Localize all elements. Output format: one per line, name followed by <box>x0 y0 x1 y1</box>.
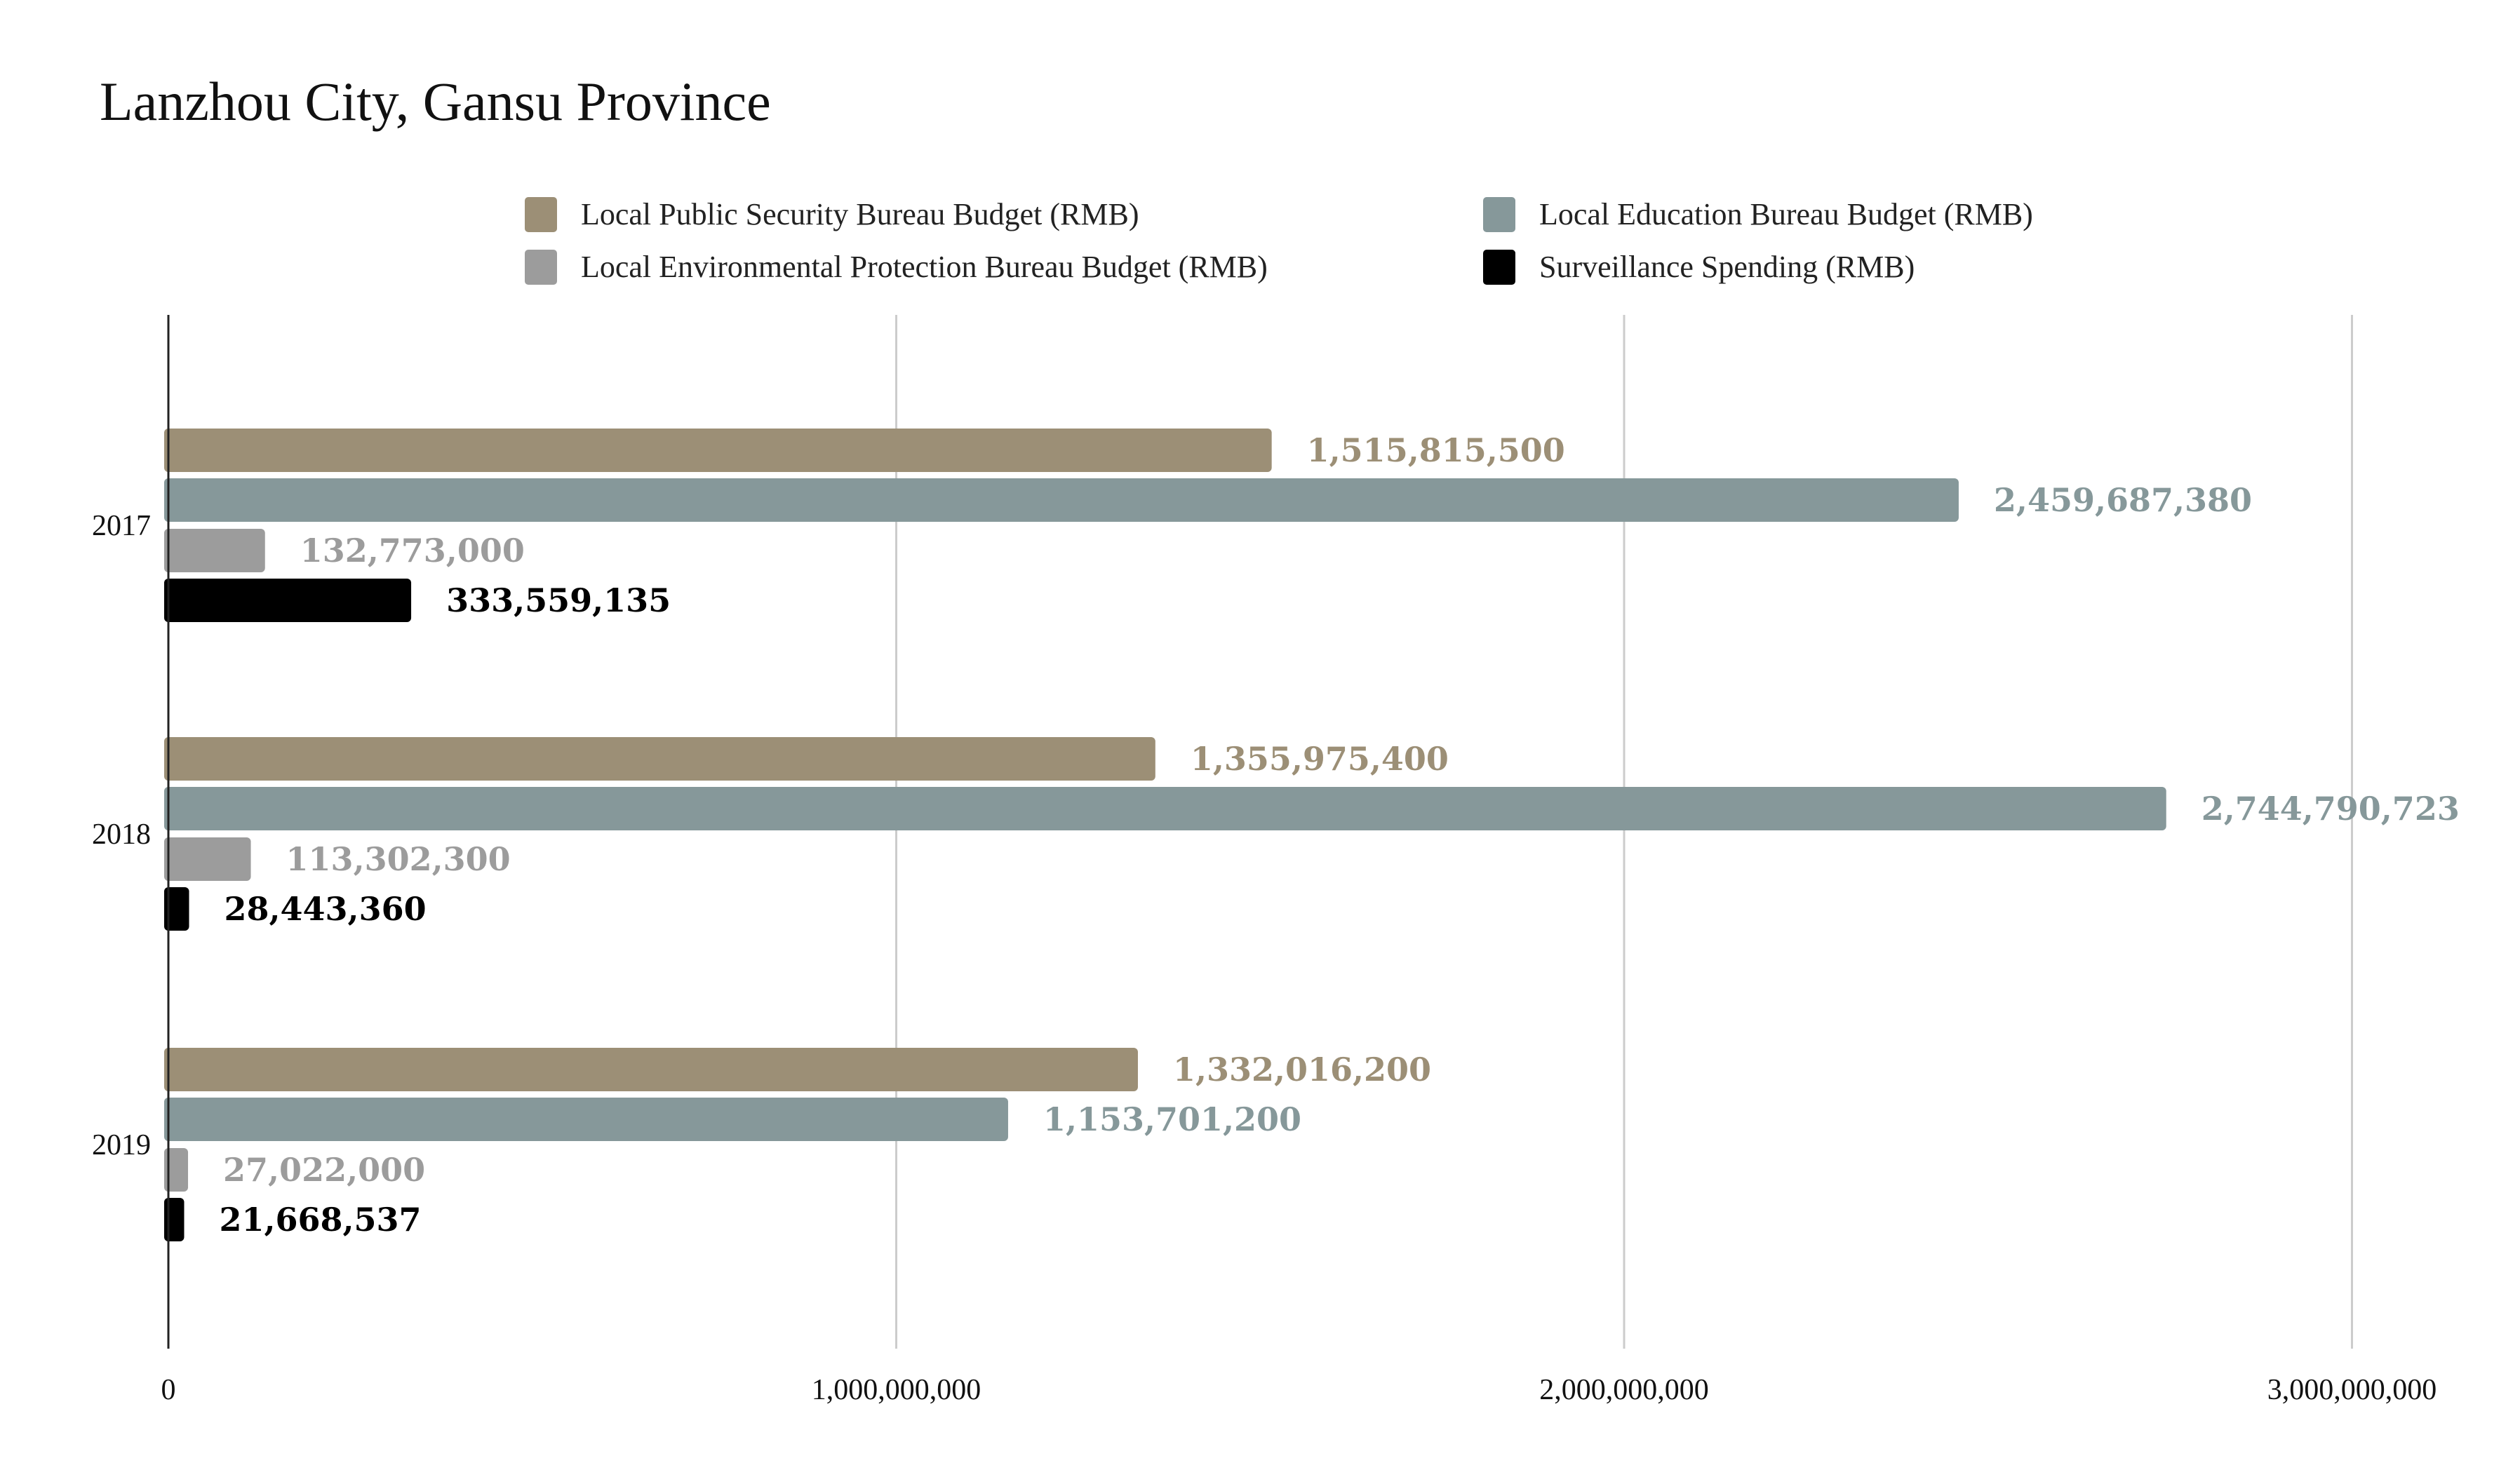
bar <box>164 887 189 931</box>
legend-swatch <box>1483 249 1515 285</box>
data-label: 1,153,701,200 <box>1043 1100 1301 1138</box>
x-tick-label: 1,000,000,000 <box>812 1374 981 1406</box>
legend-swatch <box>1483 196 1515 232</box>
data-label: 28,443,360 <box>224 890 427 928</box>
data-label: 132,773,000 <box>300 532 525 569</box>
bar <box>164 1198 185 1241</box>
data-label: 113,302,300 <box>286 840 511 878</box>
legend-label: Local Environmental Protection Bureau Bu… <box>581 250 1268 284</box>
y-tick-label: 2019 <box>92 1129 151 1161</box>
legend-item-education: Local Education Bureau Budget (RMB) <box>1483 196 2033 232</box>
y-tick-label: 2018 <box>92 818 151 851</box>
x-tick-label: 3,000,000,000 <box>2267 1374 2437 1406</box>
bar <box>164 1098 1008 1141</box>
bar <box>164 429 1272 472</box>
legend-swatch <box>525 196 557 232</box>
bar <box>164 1048 1138 1091</box>
legend-item-environmental: Local Environmental Protection Bureau Bu… <box>525 249 1268 285</box>
data-label: 1,332,016,200 <box>1173 1051 1431 1088</box>
bar <box>164 1148 189 1192</box>
data-label: 2,459,687,380 <box>1994 481 2252 519</box>
x-tick-label: 2,000,000,000 <box>1539 1374 1709 1406</box>
legend-label: Surveillance Spending (RMB) <box>1539 250 1915 284</box>
legend-swatch <box>525 249 557 285</box>
legend-item-surveillance: Surveillance Spending (RMB) <box>1483 249 1915 285</box>
legend-item-public-security: Local Public Security Bureau Budget (RMB… <box>525 196 1139 232</box>
bar <box>164 787 2166 830</box>
legend-label: Local Public Security Bureau Budget (RMB… <box>581 197 1139 231</box>
bar <box>164 478 1959 522</box>
bar <box>164 837 251 881</box>
bar <box>164 579 412 622</box>
data-label: 2,744,790,723 <box>2201 790 2460 828</box>
x-tick-label: 0 <box>161 1374 176 1406</box>
chart-title: Lanzhou City, Gansu Province <box>100 71 771 132</box>
data-label: 1,515,815,500 <box>1307 431 1565 469</box>
data-label: 21,668,537 <box>219 1201 421 1239</box>
bar <box>164 529 265 572</box>
data-label: 1,355,975,400 <box>1191 740 1449 778</box>
data-label: 27,022,000 <box>223 1151 425 1189</box>
legend-label: Local Education Bureau Budget (RMB) <box>1539 197 2033 231</box>
bar <box>164 737 1155 781</box>
data-label: 333,559,135 <box>446 581 671 619</box>
y-tick-label: 2017 <box>92 510 151 542</box>
